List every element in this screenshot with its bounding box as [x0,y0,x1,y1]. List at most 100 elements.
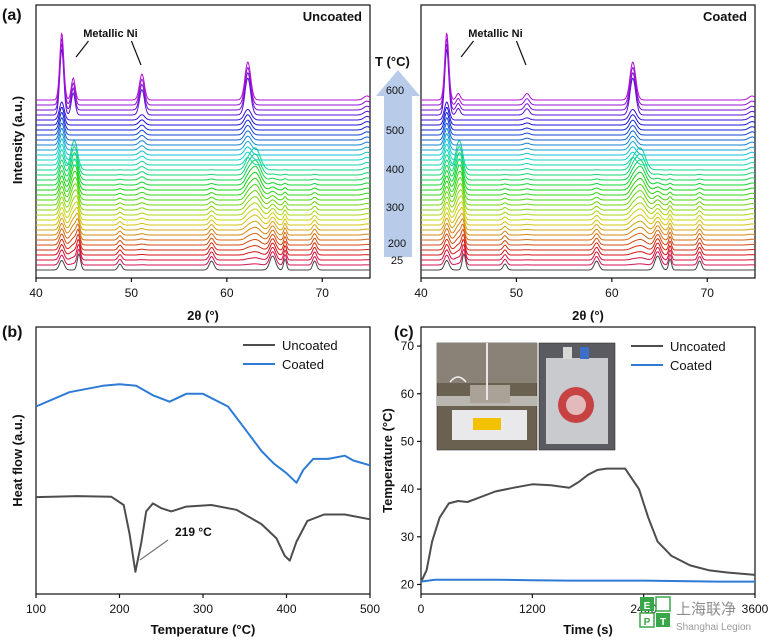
xrd-series-line [421,164,756,191]
x-tick-label: 3600 [742,602,769,616]
inset-photo-setup [436,342,538,451]
xrd-series-line [421,158,756,186]
xrd-series-line [36,252,370,271]
x-tick-label: 40 [29,286,43,300]
xrd-series-line [421,176,756,201]
svg-text:T: T [660,617,666,628]
xrd-series-line [36,183,371,206]
xrd-series-line [421,183,756,206]
xrd-series-line [421,42,756,111]
xrd-series-line [36,228,371,246]
x-tick-label: 1200 [519,602,546,616]
xrd-series-line [421,212,756,231]
metallic-ni-annotation: Metallic Ni [468,28,522,40]
xrd-series-line [36,233,371,251]
temp-arrow-label: T (°C) [375,54,410,69]
xrd-series-line [421,32,756,101]
xrd-series-line [421,122,756,141]
xrd-series-line [421,248,755,266]
x-axis-label: Temperature (°C) [151,622,256,637]
x-tick-label: 100 [26,602,46,616]
x-tick-label: 400 [276,602,296,616]
svg-text:E: E [644,601,651,612]
x-axis-label: 2θ (°) [572,308,604,323]
xrd-series-line [421,48,756,116]
xrd-series-line [36,139,371,171]
x-tick-label: 40 [414,286,428,300]
x-tick-label: 50 [510,286,524,300]
watermark-logo: E P T 上海联净 Shanghai Legion [639,596,751,633]
x-tick-label: 70 [316,286,330,300]
xrd-series-line [36,117,371,136]
xrd-frame [35,4,371,279]
xrd-series-line [36,143,371,161]
xrd-series-line [421,152,756,181]
dsc-plot: 100 200 300 400 500 Temperature (°C) Heat flow… [10,326,380,637]
xrd-series-line [421,127,756,146]
xrd-series-line [36,145,371,176]
xrd-series-line [421,170,756,196]
x-tick-label: 60 [220,286,234,300]
xrd-series-line [421,149,756,166]
subtitle: Coated [703,9,747,24]
xrd-series-line [36,158,371,186]
xrd-series-line [421,145,756,176]
xrd-series-line [36,101,371,121]
panel-label-b: (b) [2,324,22,341]
xrd-series-line [36,127,371,146]
subtitle: Uncoated [303,9,362,24]
temp-tick-25: 25 [391,255,403,267]
xrd-series-line [36,138,371,156]
xrd-series-line [36,170,371,196]
temp-tick-500: 500 [386,125,404,137]
xrd-series-line [36,206,371,226]
x-tick-label: 0 [418,602,425,616]
x-tick-label: 50 [125,286,139,300]
peak-annotation-arrow [139,539,169,561]
dsc-series-coated [35,383,371,484]
y-tick-label: 30 [401,530,415,544]
legend-label: Coated [282,357,324,372]
legend-label: Uncoated [670,339,726,354]
watermark-en: Shanghai Legion [676,622,751,633]
xrd-series-line [421,217,756,236]
xrd-series-line [421,101,756,121]
xrd-series-line [421,106,756,126]
legend-label: Uncoated [282,338,338,353]
xrd-y-axis-label: Intensity (a.u.) [10,96,25,184]
temperature-arrow: T (°C) 600 500 400 300 200 25 [375,54,420,267]
xrd-series-line [36,223,371,241]
panel-label-c: (c) [394,324,414,341]
dsc-series-uncoated [35,495,371,573]
xrd-series-line [36,37,371,106]
x-tick-label: 60 [605,286,619,300]
xrd-series-line [36,201,371,221]
xrd-uncoated-plot: 40 50 60 70 2θ (°) Uncoated Metallic Ni Intensi… [10,4,371,323]
annotation-arrow [75,40,89,58]
metallic-ni-annotation: Metallic Ni [83,28,137,40]
y-tick-label: 70 [401,339,415,353]
xrd-series-line [36,164,371,191]
xrd-series-line [421,228,756,246]
y-tick-label: 50 [401,434,415,448]
temp-tick-200: 200 [388,238,406,250]
xrd-series-line [421,139,756,171]
xrd-series-line [36,244,370,261]
xrd-frame [420,4,756,279]
x-axis-label: Time (s) [563,622,613,637]
temp-series-coated [420,578,755,583]
xrd-series-line [421,238,756,256]
xrd-series-line [421,244,755,261]
xrd-series-line [421,233,756,251]
temp-series-uncoated [420,467,756,583]
xrd-series-line [421,223,756,241]
xrd-series-line [36,133,371,151]
y-tick-label: 20 [401,577,415,591]
legend-label: Coated [670,358,712,373]
xrd-series-line [421,143,756,161]
watermark-cn: 上海联净 [676,600,736,618]
xrd-series-line [421,117,756,136]
xrd-series-line [36,112,371,131]
xrd-series-line [36,152,371,181]
